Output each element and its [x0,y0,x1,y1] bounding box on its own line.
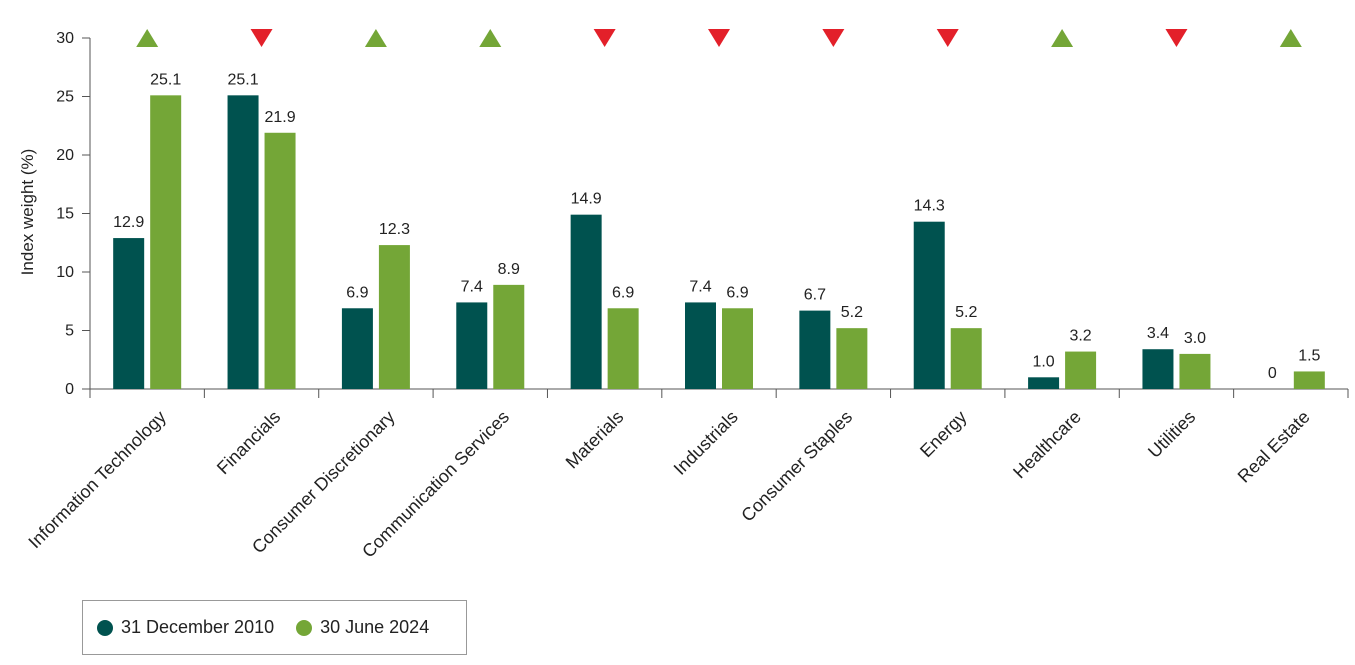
legend: 31 December 2010 30 June 2024 [82,600,467,655]
bar [1142,349,1174,389]
y-tick-label: 20 [56,147,74,164]
bar [913,221,945,389]
data-label: 6.9 [612,284,634,301]
x-tick-label: Consumer Staples [737,407,856,526]
legend-label-2024: 30 June 2024 [320,617,430,637]
data-label: 3.0 [1184,330,1206,347]
bar [607,308,639,389]
bar [150,95,182,389]
up-triangle-icon [1279,29,1302,47]
up-triangle-icon [364,29,387,47]
bar [836,328,868,389]
x-tick-label: Energy [916,407,970,461]
down-triangle-icon [593,29,616,47]
bars [113,95,1325,389]
bar [493,284,525,389]
y-tick-label: 30 [56,30,74,47]
down-triangle-icon [822,29,845,47]
data-label: 7.4 [689,278,711,295]
down-triangle-icon [1165,29,1188,47]
down-triangle-icon [936,29,959,47]
data-label: 25.1 [227,71,258,88]
bar [1065,351,1097,389]
data-label: 14.9 [571,191,602,208]
data-label: 3.4 [1147,325,1169,342]
y-tick-label: 25 [56,89,74,106]
y-axis: 0 5 10 15 20 25 30 [56,30,91,398]
bar [799,310,831,389]
y-axis-title: Index weight (%) [18,149,37,276]
bar [227,95,259,389]
x-tick-label: Materials [562,407,628,473]
up-triangle-icon [136,29,159,47]
x-tick-label: Healthcare [1009,407,1085,483]
x-tick-label: Financials [213,407,284,478]
x-tick-label: Information Technology [24,407,170,553]
up-triangle-icon [479,29,502,47]
change-markers [136,29,1302,47]
y-tick-label: 15 [56,206,74,223]
data-label: 6.7 [804,287,826,304]
x-axis: Information Technology Financials Consumer… [24,388,1349,562]
bar [456,302,488,389]
legend-item-2010: 31 December 2010 [97,617,274,638]
bar [685,302,716,389]
bar [1179,353,1211,389]
data-label: 6.9 [726,284,748,301]
bar [950,328,982,389]
bar [341,308,373,389]
data-label: 6.9 [346,284,368,301]
bar [1028,377,1060,389]
y-tick-label: 10 [56,264,74,281]
x-tick-label: Industrials [670,407,742,479]
y-tick-label: 0 [65,381,74,398]
data-label: 25.1 [150,71,181,88]
bar [1293,371,1325,389]
legend-swatch-2024 [296,619,313,636]
data-label: 12.9 [113,214,144,231]
data-label: 8.9 [498,261,520,278]
data-label: 5.2 [955,304,977,321]
x-tick-label: Real Estate [1234,407,1314,487]
data-label: 7.4 [461,278,483,295]
y-tick-label: 5 [65,323,74,340]
down-triangle-icon [250,29,273,47]
data-label: 3.2 [1069,328,1091,345]
bar [570,214,602,389]
data-label: 12.3 [379,221,410,238]
bar [113,238,145,389]
bar [264,132,296,389]
data-label: 1.5 [1298,347,1320,364]
data-label: 1.0 [1032,353,1054,370]
data-label: 21.9 [264,109,295,126]
bar [378,245,410,389]
down-triangle-icon [708,29,730,47]
legend-label-2010: 31 December 2010 [121,617,275,637]
bar-chart: 0 5 10 15 20 25 30 Information Technology Finan… [18,29,1349,562]
up-triangle-icon [1051,29,1074,47]
legend-item-2024: 30 June 2024 [296,617,429,638]
bar [722,308,753,389]
x-tick-label: Utilities [1144,407,1199,462]
data-label: 0 [1268,365,1277,382]
value-labels: 12.9 25.1 25.1 21.9 6.9 12.3 7.4 8.9 14.9 6.9 7.4 6… [113,71,1320,382]
legend-swatch-2010 [97,619,113,636]
data-label: 14.3 [914,198,945,215]
data-label: 5.2 [841,304,863,321]
